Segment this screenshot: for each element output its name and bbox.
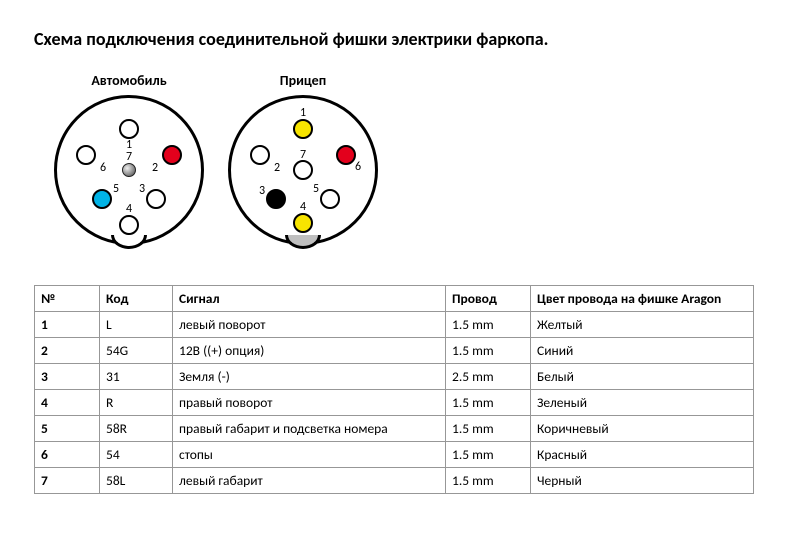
page-title: Схема подключения соединительной фишки э… — [34, 28, 766, 50]
table-cell: 2 — [35, 338, 100, 364]
pin-7 — [122, 163, 136, 177]
connector-notch — [111, 235, 147, 249]
pin-label-6: 6 — [355, 161, 361, 173]
table-cell: Земля (-) — [173, 364, 446, 390]
table-cell: правый поворот — [173, 390, 446, 416]
table-header: Провод — [446, 286, 531, 312]
pin-1 — [293, 119, 313, 139]
pin-label-7: 7 — [126, 151, 132, 163]
table-cell: 1.5 mm — [446, 338, 531, 364]
pin-label-2: 2 — [152, 162, 158, 174]
pinout-table: №КодСигналПроводЦвет провода на фишке Ar… — [34, 285, 754, 494]
car-connector: 1234567 — [54, 95, 204, 245]
table-row: 558Rправый габарит и подсветка номера1.5… — [35, 416, 754, 442]
table-cell: 1.5 mm — [446, 442, 531, 468]
table-cell: 58R — [100, 416, 173, 442]
table-body: 1Lлевый поворот1.5 mmЖелтый254G12В ((+) … — [35, 312, 754, 494]
table-row: 654стопы1.5 mmКрасный — [35, 442, 754, 468]
pin-5 — [320, 189, 340, 209]
pin-label-7: 7 — [300, 149, 306, 161]
table-header: Код — [100, 286, 173, 312]
table-cell: Зеленый — [531, 390, 754, 416]
pin-label-3: 3 — [259, 185, 265, 197]
pin-label-5: 5 — [113, 183, 119, 195]
table-cell: Черный — [531, 468, 754, 494]
table-cell: 58L — [100, 468, 173, 494]
table-cell: 2.5 mm — [446, 364, 531, 390]
table-cell: 12В ((+) опция) — [173, 338, 446, 364]
pin-4 — [293, 213, 313, 233]
table-cell: 54G — [100, 338, 173, 364]
pin-2 — [162, 145, 182, 165]
table-row: 254G12В ((+) опция)1.5 mmСиний — [35, 338, 754, 364]
table-cell: Коричневый — [531, 416, 754, 442]
table-cell: 54 — [100, 442, 173, 468]
table-cell: 3 — [35, 364, 100, 390]
table-cell: 1 — [35, 312, 100, 338]
car-diagram: Автомобиль 1234567 — [54, 72, 204, 245]
pin-7 — [293, 160, 313, 180]
diagram-row: Автомобиль 1234567 Прицеп 1234567 — [54, 72, 766, 245]
table-header: № — [35, 286, 100, 312]
table-cell: Синий — [531, 338, 754, 364]
table-header-row: №КодСигналПроводЦвет провода на фишке Ar… — [35, 286, 754, 312]
table-cell: Желтый — [531, 312, 754, 338]
pin-label-6: 6 — [100, 162, 106, 174]
table-cell: L — [100, 312, 173, 338]
pin-label-5: 5 — [313, 183, 319, 195]
trailer-connector: 1234567 — [228, 95, 378, 245]
connector-notch — [285, 235, 321, 249]
table-cell: левый поворот — [173, 312, 446, 338]
pin-3 — [266, 189, 286, 209]
table-header: Цвет провода на фишке Aragon — [531, 286, 754, 312]
pin-label-1: 1 — [300, 107, 306, 119]
table-row: 4Rправый поворот1.5 mmЗеленый — [35, 390, 754, 416]
table-row: 758Lлевый габарит1.5 mmЧерный — [35, 468, 754, 494]
pin-label-4: 4 — [126, 203, 132, 215]
table-cell: Белый — [531, 364, 754, 390]
pin-5 — [92, 189, 112, 209]
table-row: 331Земля (-)2.5 mmБелый — [35, 364, 754, 390]
pin-3 — [146, 189, 166, 209]
table-cell: стопы — [173, 442, 446, 468]
table-cell: 1.5 mm — [446, 468, 531, 494]
table-cell: правый габарит и подсветка номера — [173, 416, 446, 442]
pin-label-3: 3 — [139, 183, 145, 195]
table-cell: 1.5 mm — [446, 390, 531, 416]
pin-1 — [119, 119, 139, 139]
table-cell: R — [100, 390, 173, 416]
table-cell: 5 — [35, 416, 100, 442]
pin-2 — [250, 145, 270, 165]
table-row: 1Lлевый поворот1.5 mmЖелтый — [35, 312, 754, 338]
table-cell: 7 — [35, 468, 100, 494]
trailer-label: Прицеп — [280, 72, 326, 89]
pin-6 — [336, 145, 356, 165]
pin-6 — [76, 145, 96, 165]
table-cell: 4 — [35, 390, 100, 416]
pin-label-4: 4 — [300, 201, 306, 213]
pin-label-2: 2 — [274, 162, 280, 174]
table-cell: левый габарит — [173, 468, 446, 494]
table-cell: 6 — [35, 442, 100, 468]
trailer-diagram: Прицеп 1234567 — [228, 72, 378, 245]
car-label: Автомобиль — [91, 72, 166, 89]
table-cell: 1.5 mm — [446, 416, 531, 442]
table-cell: Красный — [531, 442, 754, 468]
pin-4 — [119, 215, 139, 235]
table-header: Сигнал — [173, 286, 446, 312]
table-cell: 31 — [100, 364, 173, 390]
table-cell: 1.5 mm — [446, 312, 531, 338]
